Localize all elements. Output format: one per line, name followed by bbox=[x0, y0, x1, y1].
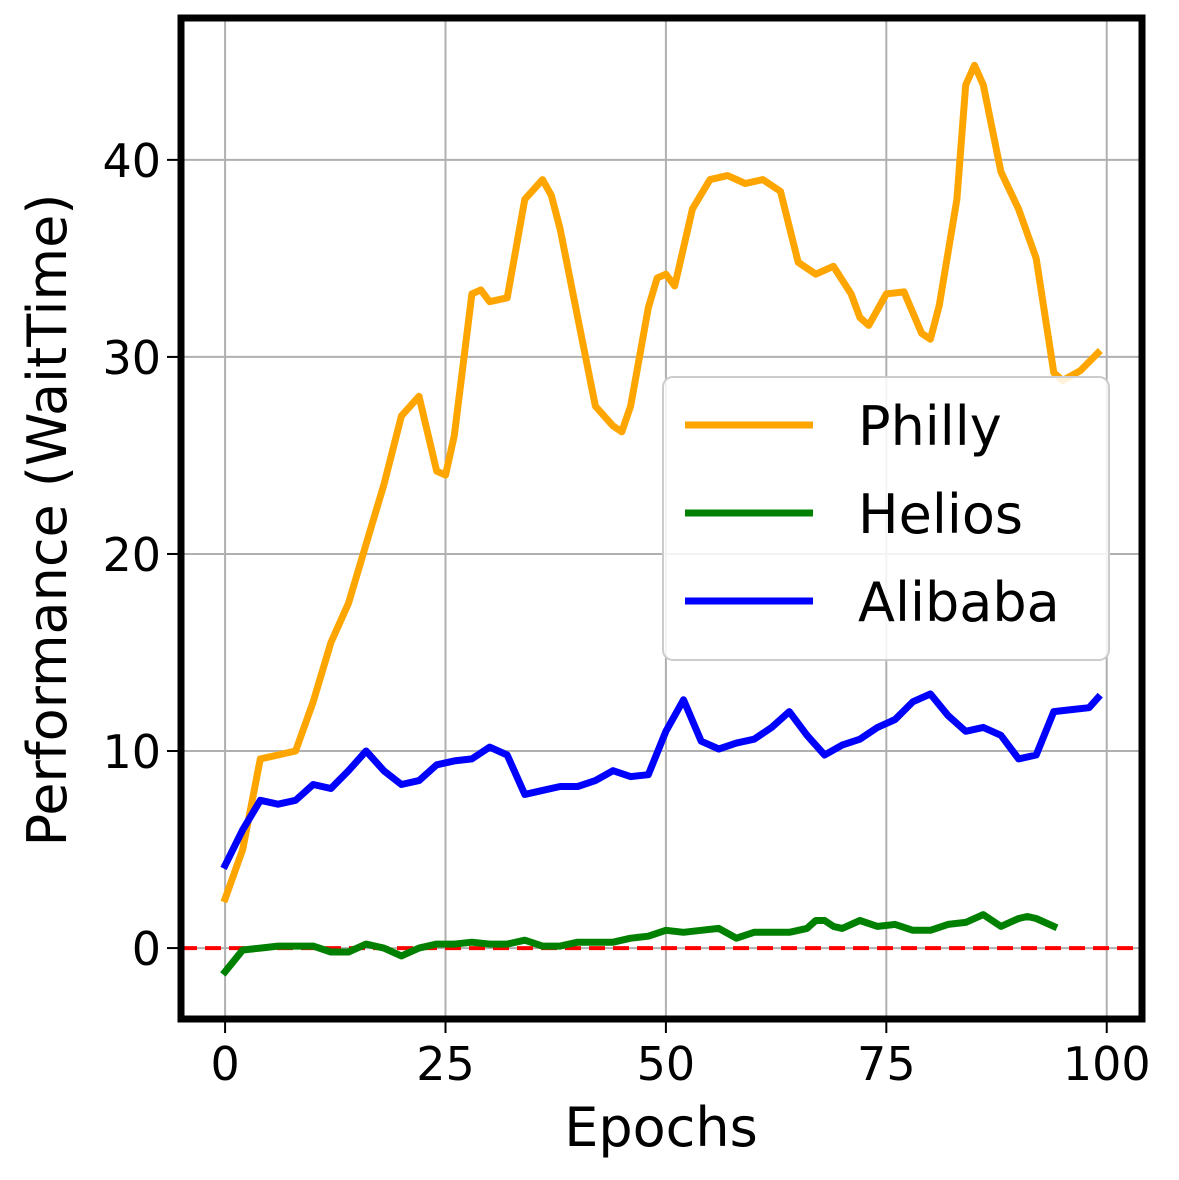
legend-label-philly: Philly bbox=[858, 395, 1002, 458]
series-line-helios bbox=[220, 911, 1059, 977]
x-axis-label: Epochs bbox=[564, 1096, 757, 1159]
y-tick-label-2: 20 bbox=[102, 528, 161, 582]
legend-label-helios: Helios bbox=[858, 483, 1023, 546]
x-tick-label-1: 25 bbox=[416, 1037, 475, 1091]
legend: Philly Helios Alibaba bbox=[662, 376, 1110, 661]
x-tick-label-2: 50 bbox=[637, 1037, 696, 1091]
series-line-philly bbox=[220, 61, 1103, 904]
legend-label-alibaba: Alibaba bbox=[858, 571, 1060, 634]
y-tick-label-1: 10 bbox=[102, 725, 161, 779]
y-tick-label-0: 0 bbox=[132, 922, 161, 976]
x-tick-label-4: 100 bbox=[1063, 1037, 1151, 1091]
series-lines-group bbox=[220, 61, 1103, 977]
y-axis-label: Performance (WaitTime) bbox=[16, 194, 79, 847]
y-ticks: 0 10 20 30 40 bbox=[102, 134, 178, 976]
x-tick-label-0: 0 bbox=[210, 1037, 239, 1091]
legend-box bbox=[662, 376, 1110, 661]
series-line-alibaba bbox=[220, 690, 1103, 870]
x-tick-label-3: 75 bbox=[857, 1037, 916, 1091]
y-tick-label-3: 30 bbox=[102, 331, 161, 385]
x-ticks: 0 25 50 75 100 bbox=[210, 1022, 1151, 1091]
y-tick-label-4: 40 bbox=[102, 134, 161, 188]
plot-frame bbox=[177, 14, 1146, 1023]
